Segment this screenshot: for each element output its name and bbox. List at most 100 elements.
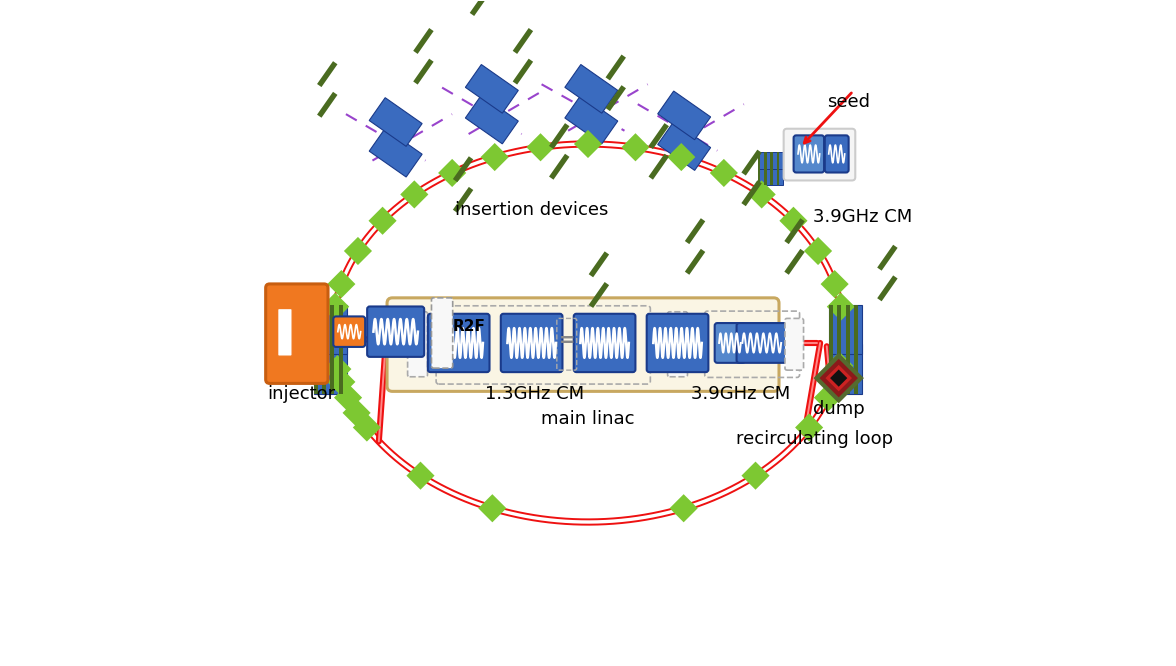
FancyBboxPatch shape	[574, 314, 635, 372]
Polygon shape	[353, 414, 381, 442]
Polygon shape	[407, 462, 435, 490]
Polygon shape	[413, 59, 434, 85]
Polygon shape	[481, 143, 509, 171]
Polygon shape	[327, 368, 355, 396]
Polygon shape	[466, 95, 519, 144]
Polygon shape	[453, 157, 473, 182]
Polygon shape	[314, 344, 318, 394]
Polygon shape	[334, 384, 362, 412]
Text: R2F: R2F	[453, 319, 486, 334]
Polygon shape	[339, 305, 342, 354]
Polygon shape	[854, 344, 858, 394]
Polygon shape	[710, 159, 737, 187]
Polygon shape	[829, 344, 862, 394]
Polygon shape	[318, 92, 338, 118]
Polygon shape	[814, 353, 864, 404]
Polygon shape	[648, 123, 669, 149]
Polygon shape	[466, 65, 519, 113]
Polygon shape	[780, 206, 808, 235]
Polygon shape	[830, 370, 848, 387]
Polygon shape	[314, 305, 318, 354]
FancyBboxPatch shape	[428, 314, 489, 372]
FancyBboxPatch shape	[278, 308, 292, 356]
Polygon shape	[804, 237, 833, 265]
Polygon shape	[657, 122, 710, 170]
Polygon shape	[826, 352, 854, 380]
Polygon shape	[321, 292, 349, 321]
Polygon shape	[648, 154, 669, 180]
FancyBboxPatch shape	[647, 314, 708, 372]
Polygon shape	[339, 344, 342, 394]
Text: =: =	[559, 332, 575, 350]
Polygon shape	[400, 180, 428, 208]
Polygon shape	[330, 344, 334, 394]
Polygon shape	[846, 305, 850, 354]
FancyBboxPatch shape	[408, 312, 428, 377]
Polygon shape	[757, 169, 783, 185]
Polygon shape	[330, 305, 334, 354]
Polygon shape	[776, 169, 780, 185]
Polygon shape	[574, 130, 602, 158]
Polygon shape	[821, 270, 849, 298]
Text: 3.9GHz CM: 3.9GHz CM	[814, 208, 913, 226]
FancyBboxPatch shape	[432, 298, 453, 368]
Polygon shape	[314, 344, 347, 394]
FancyBboxPatch shape	[783, 129, 855, 180]
Text: dump: dump	[813, 400, 864, 418]
Polygon shape	[369, 129, 422, 177]
FancyBboxPatch shape	[501, 314, 562, 372]
Polygon shape	[368, 206, 396, 235]
Polygon shape	[829, 305, 833, 354]
Polygon shape	[564, 65, 617, 113]
Polygon shape	[181, 0, 201, 23]
Polygon shape	[827, 292, 855, 321]
Polygon shape	[784, 218, 804, 244]
Text: 3.9GHz CM: 3.9GHz CM	[691, 385, 790, 403]
Polygon shape	[318, 61, 338, 87]
Polygon shape	[776, 153, 780, 169]
Polygon shape	[757, 169, 761, 185]
Polygon shape	[764, 169, 767, 185]
Polygon shape	[549, 123, 569, 149]
Polygon shape	[343, 237, 372, 265]
Text: injector: injector	[267, 385, 335, 403]
Text: recirculating loop: recirculating loop	[736, 430, 893, 448]
Polygon shape	[795, 414, 823, 442]
Polygon shape	[323, 355, 352, 383]
Polygon shape	[527, 133, 555, 161]
Text: seed: seed	[827, 93, 870, 111]
Polygon shape	[369, 98, 422, 147]
Polygon shape	[877, 275, 897, 301]
Polygon shape	[413, 28, 434, 54]
FancyBboxPatch shape	[715, 323, 746, 363]
Polygon shape	[826, 365, 851, 392]
Polygon shape	[657, 91, 710, 140]
Polygon shape	[877, 244, 897, 270]
Polygon shape	[469, 0, 490, 16]
Polygon shape	[784, 249, 804, 275]
Polygon shape	[606, 55, 626, 81]
FancyBboxPatch shape	[668, 312, 688, 377]
Polygon shape	[513, 28, 533, 54]
Text: 1.3GHz CM: 1.3GHz CM	[486, 385, 584, 403]
Polygon shape	[846, 344, 850, 394]
Polygon shape	[564, 95, 617, 144]
Polygon shape	[589, 251, 609, 277]
Polygon shape	[513, 59, 533, 85]
Polygon shape	[770, 153, 773, 169]
Polygon shape	[748, 180, 776, 208]
Polygon shape	[741, 150, 762, 176]
Polygon shape	[669, 494, 697, 522]
Polygon shape	[757, 153, 761, 169]
Polygon shape	[757, 153, 783, 169]
Polygon shape	[606, 85, 626, 111]
Polygon shape	[829, 305, 862, 354]
FancyBboxPatch shape	[784, 318, 803, 370]
Polygon shape	[314, 305, 347, 354]
FancyBboxPatch shape	[333, 316, 366, 347]
FancyBboxPatch shape	[266, 284, 328, 384]
Polygon shape	[621, 133, 649, 161]
FancyBboxPatch shape	[736, 323, 787, 363]
FancyBboxPatch shape	[824, 135, 849, 172]
FancyBboxPatch shape	[387, 298, 779, 392]
